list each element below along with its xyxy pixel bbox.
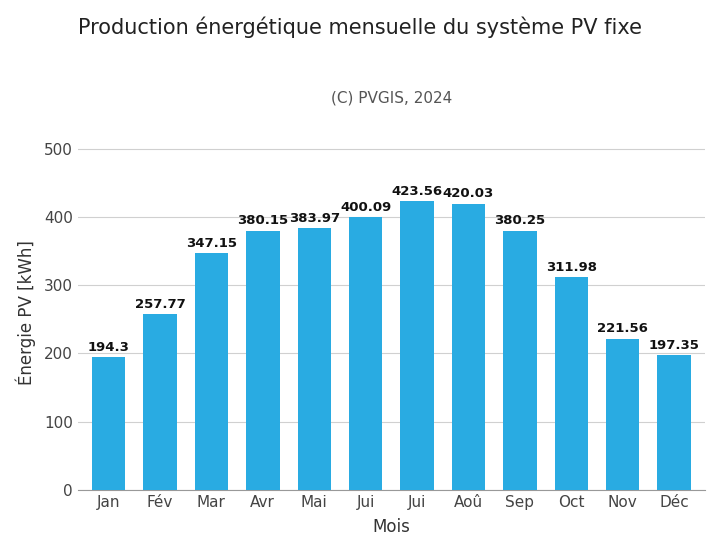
Text: 420.03: 420.03 [443,187,494,200]
Text: Production énergétique mensuelle du système PV fixe: Production énergétique mensuelle du syst… [78,17,642,38]
Bar [606,339,639,490]
Bar [451,203,485,490]
Bar [503,231,536,490]
Bar [349,217,382,490]
Text: 311.98: 311.98 [546,261,597,274]
Text: 380.25: 380.25 [495,214,546,227]
Text: 383.97: 383.97 [289,212,340,225]
Bar [246,231,279,490]
Title: (C) PVGIS, 2024: (C) PVGIS, 2024 [330,90,452,105]
Bar [194,253,228,490]
Text: 347.15: 347.15 [186,237,237,250]
X-axis label: Mois: Mois [372,518,410,536]
Text: 194.3: 194.3 [88,341,130,354]
Text: 423.56: 423.56 [392,185,443,198]
Text: 197.35: 197.35 [649,339,700,352]
Text: 380.15: 380.15 [237,214,289,228]
Bar [143,314,176,490]
Bar [92,358,125,490]
Text: 221.56: 221.56 [598,322,648,336]
Text: 257.77: 257.77 [135,298,185,311]
Y-axis label: Énergie PV [kWh]: Énergie PV [kWh] [15,240,35,385]
Bar [554,277,588,490]
Bar [297,228,331,490]
Bar [657,355,691,490]
Text: 400.09: 400.09 [340,201,391,214]
Bar [400,201,433,490]
